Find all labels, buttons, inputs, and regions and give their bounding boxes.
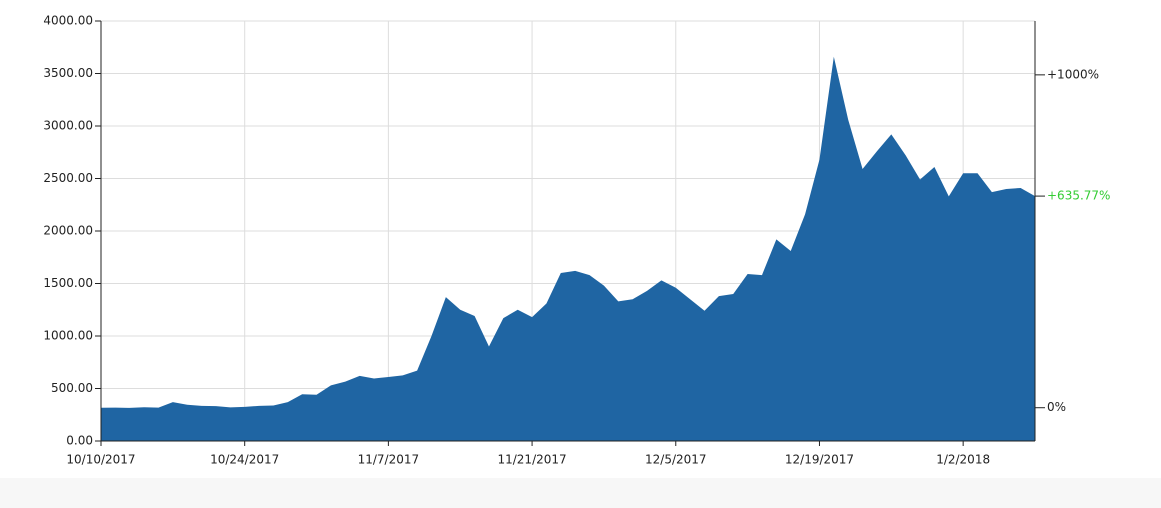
y-tick-label: 2500.00	[43, 171, 93, 185]
y-tick-label: 500.00	[51, 381, 93, 395]
x-tick-label: 1/2/2018	[936, 453, 990, 467]
x-tick-label: 12/19/2017	[785, 453, 854, 467]
area	[101, 56, 1035, 441]
y2-tick-label: +635.77%	[1047, 189, 1110, 203]
y-tick-label: 0.00	[66, 434, 93, 448]
y-tick-label: 1000.00	[43, 329, 93, 343]
x-tick-label: 10/24/2017	[210, 453, 279, 467]
x-tick-label: 11/21/2017	[497, 453, 566, 467]
x-tick-label: 10/10/2017	[66, 453, 135, 467]
y-tick-label: 2000.00	[43, 224, 93, 238]
footer-strip	[0, 478, 1161, 508]
x-tick-label: 12/5/2017	[645, 453, 707, 467]
y-tick-label: 3000.00	[43, 119, 93, 133]
y2-tick-label: 0%	[1047, 400, 1066, 414]
y2-tick-label: +1000%	[1047, 67, 1099, 81]
y-tick-label: 4000.00	[43, 14, 93, 28]
y-tick-label: 1500.00	[43, 276, 93, 290]
y-tick-label: 3500.00	[43, 66, 93, 80]
x-tick-label: 11/7/2017	[358, 453, 420, 467]
